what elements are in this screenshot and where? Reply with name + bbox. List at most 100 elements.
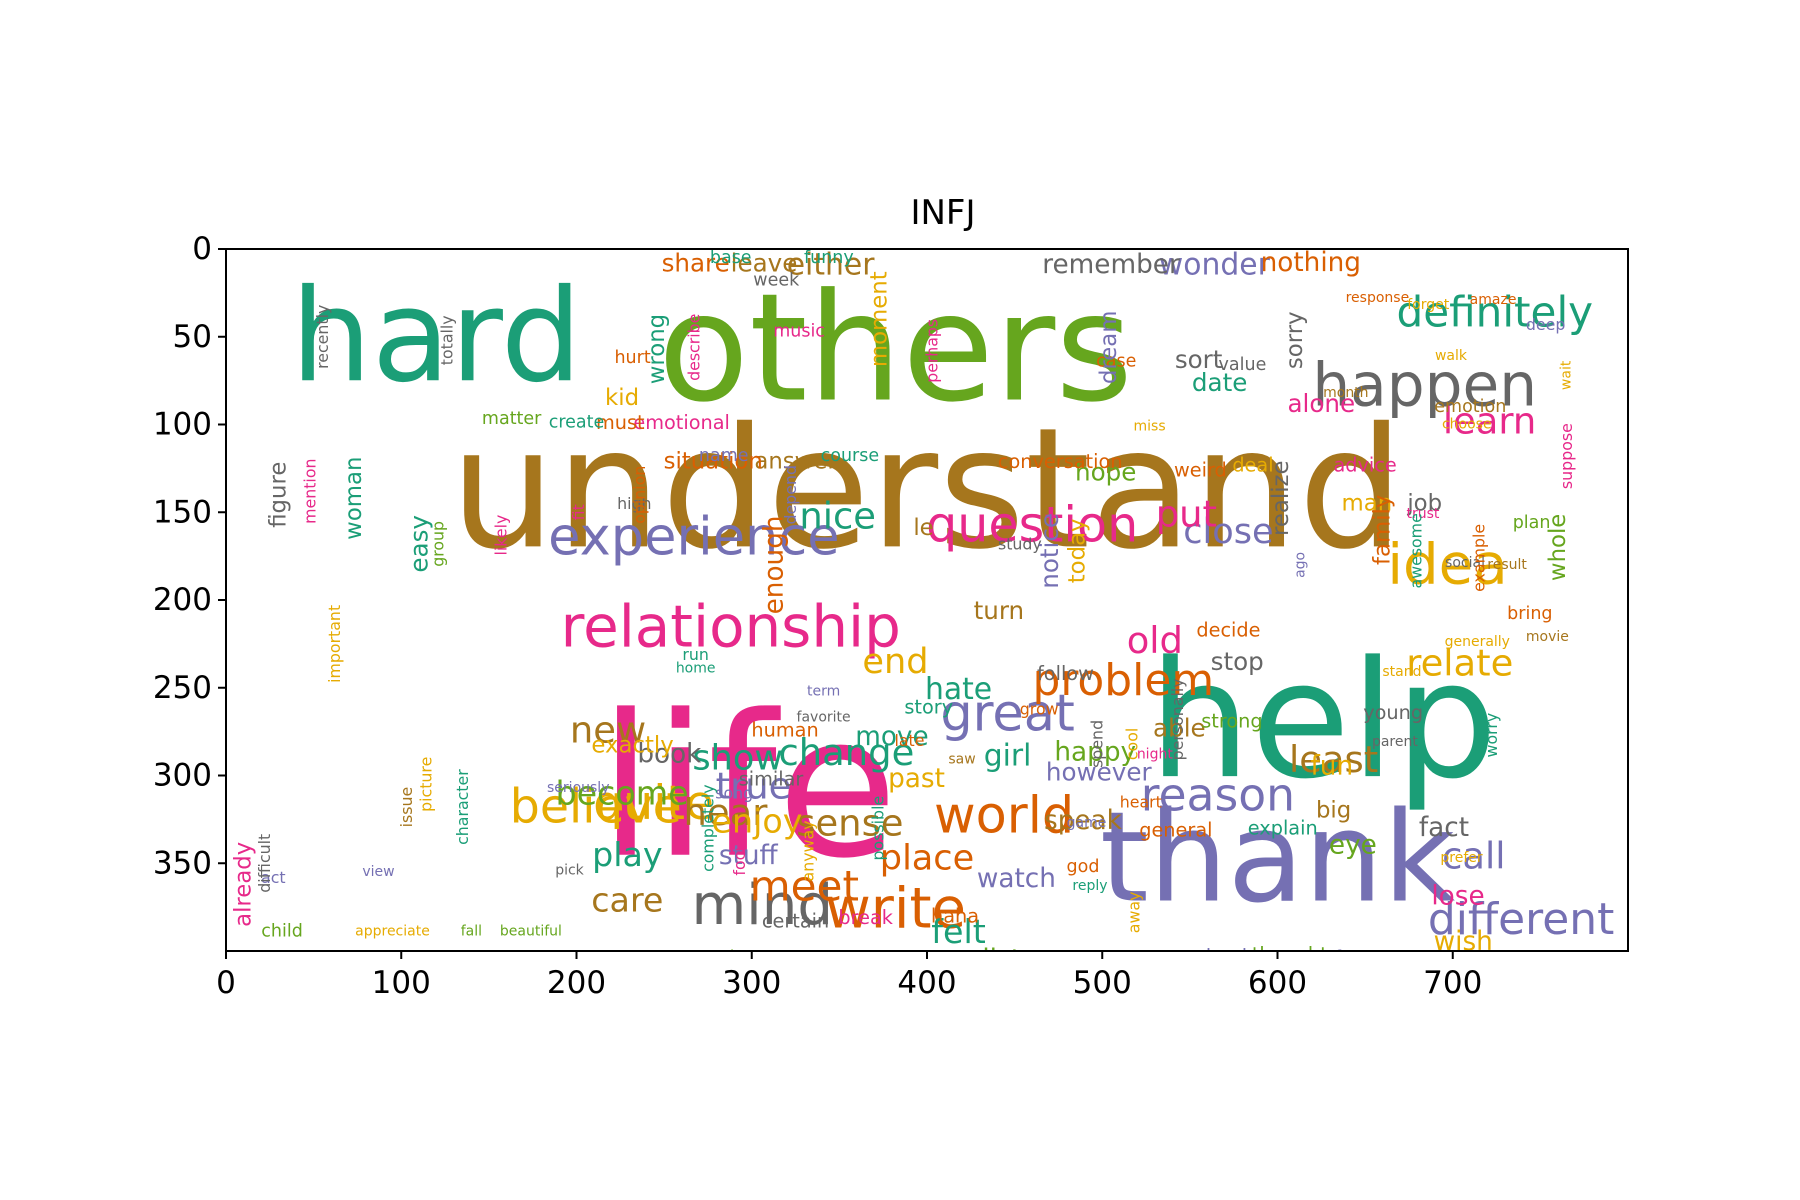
word-case: case	[1096, 351, 1136, 371]
word-sorry: sorry	[1282, 311, 1308, 369]
word-name: name	[699, 446, 749, 466]
word-pick: pick	[555, 862, 584, 878]
word-result: result	[1487, 557, 1527, 573]
word-generally: generally	[1445, 634, 1510, 650]
word-parent: parent	[1372, 734, 1418, 750]
word-show: show	[692, 737, 783, 778]
word-fun: fun	[1311, 752, 1354, 782]
word-general: general	[1139, 818, 1212, 841]
word-grow: grow	[1020, 699, 1059, 718]
word-base: base	[710, 248, 752, 268]
word-difficult: difficult	[255, 834, 274, 893]
word-already: already	[231, 842, 257, 927]
word-choose: choose	[1442, 417, 1492, 433]
word-describe: describe	[684, 314, 703, 381]
y-axis: 0 50 100 150 200 250 300 350	[153, 231, 226, 881]
word-emotional: emotional	[633, 411, 730, 434]
word-stop: stop	[1211, 647, 1264, 676]
x-axis: 0 100 200 300 400 500 600 700	[216, 951, 1482, 1001]
word-help: help	[1149, 627, 1498, 815]
word-life: life	[599, 674, 898, 902]
word-nice: nice	[799, 494, 876, 537]
word-bring: bring	[1507, 604, 1552, 624]
word-mention: mention	[301, 458, 320, 523]
word-funny: funny	[804, 248, 854, 268]
word-book: book	[637, 739, 702, 769]
word-thought: thought	[1252, 943, 1328, 966]
word-totally: totally	[437, 315, 456, 365]
word-date: date	[1192, 368, 1247, 397]
word-stuff: stuff	[719, 841, 779, 871]
word-kid: kid	[605, 385, 639, 411]
word-leave: leave	[731, 249, 798, 278]
word-dream: dream	[1096, 311, 1122, 385]
word-wish: wish	[1434, 927, 1493, 957]
word-movie: movie	[1526, 629, 1569, 645]
word-woman: woman	[341, 457, 367, 540]
word-call: call	[1442, 835, 1505, 878]
word-term: term	[807, 683, 840, 699]
word-big: big	[1316, 798, 1351, 824]
word-fit: fit	[569, 504, 588, 520]
word-nothing: nothing	[1261, 248, 1361, 278]
word-seriously: seriously	[547, 780, 609, 796]
word-picture: picture	[416, 757, 435, 812]
word-understand: understand	[450, 392, 1404, 586]
word-question: question	[926, 496, 1138, 554]
word-haha: haha	[931, 904, 979, 927]
word-watch: watch	[977, 864, 1056, 894]
word-new: new	[570, 708, 646, 751]
word-eye: eye	[1329, 831, 1377, 861]
word-ago: ago	[1292, 552, 1308, 578]
y-tick-label: 300	[153, 758, 212, 794]
word-away: away	[1124, 892, 1143, 934]
word-human: human	[751, 718, 818, 741]
word-month: month	[1323, 385, 1368, 401]
word-enjoy: enjoy	[712, 802, 803, 841]
word-thank: thank	[1100, 785, 1455, 930]
x-tick-label: 0	[216, 965, 236, 1001]
word-realize: realize	[1268, 460, 1294, 536]
word-either: either	[787, 247, 876, 282]
word-today: today	[1065, 518, 1091, 583]
word-trust: trust	[1407, 506, 1440, 522]
word-able: able	[1153, 714, 1206, 743]
word-wrong: wrong	[644, 314, 670, 384]
word-hope: hope	[1075, 457, 1136, 486]
word-weird: weird	[1174, 459, 1227, 482]
word-wait: wait	[1559, 360, 1575, 390]
chart-title: INFJ	[910, 193, 975, 233]
word-late: late	[894, 731, 924, 750]
word-opinion: opinion	[630, 466, 649, 524]
word-reply: reply	[1072, 878, 1107, 894]
word-hurt: hurt	[614, 348, 650, 368]
word-become: become	[555, 774, 688, 813]
word-emotion: emotion	[1434, 397, 1506, 417]
word-great: great	[940, 685, 1075, 744]
word-music: music	[773, 321, 825, 341]
word-follow: follow	[1037, 662, 1094, 685]
word-alone: alone	[1287, 389, 1355, 418]
word-important: important	[325, 605, 344, 683]
word-advice: advice	[1333, 453, 1396, 476]
word-meet: meet	[750, 862, 859, 911]
word-young: young	[1363, 701, 1423, 724]
word-learn: learn	[1443, 399, 1536, 442]
word-relationship: relationship	[561, 592, 901, 660]
x-tick-label: 100	[372, 965, 431, 1001]
word-similar: similar	[739, 768, 804, 791]
word-share: share	[662, 249, 730, 278]
word-close: close	[1183, 511, 1273, 552]
word-awesome: awesome	[1406, 513, 1425, 588]
y-tick-label: 200	[153, 582, 212, 618]
word-different: different	[1428, 894, 1614, 945]
word-certain: certain	[762, 910, 829, 933]
word-god: god	[1067, 857, 1100, 877]
word-answer: answer	[754, 448, 837, 474]
x-tick-label: 600	[1248, 965, 1307, 1001]
word-personally: personally	[1168, 678, 1187, 760]
word-deal: deal	[1232, 453, 1273, 476]
word-exactly: exactly	[591, 733, 673, 759]
word-man: man	[1342, 490, 1393, 516]
